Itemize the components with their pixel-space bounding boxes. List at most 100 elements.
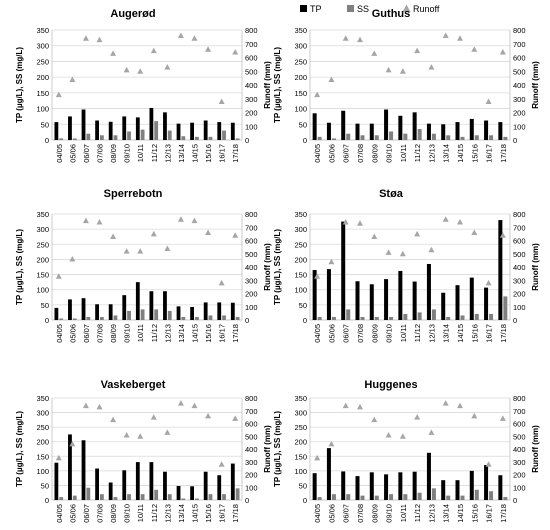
bar-tp	[484, 465, 489, 500]
bar-tp	[384, 474, 389, 500]
bar-tp	[176, 486, 181, 500]
y2-tick-label: 700	[513, 407, 526, 416]
x-tick-label: 08/09	[370, 144, 379, 163]
y-tick-label: 200	[294, 255, 307, 264]
bar-tp	[163, 291, 167, 320]
y-tick-label: 0	[303, 316, 307, 325]
bar-tp	[95, 468, 99, 500]
runoff-point	[442, 32, 449, 38]
y2-tick-label: 600	[245, 237, 258, 246]
bar-tp	[108, 482, 113, 500]
bar-tp	[398, 472, 403, 500]
bar-tp	[190, 486, 194, 500]
runoff-point	[328, 76, 335, 82]
y2-axis-title: Runoff (mm)	[531, 425, 540, 473]
bar-tp	[163, 112, 167, 140]
legend-swatch-ss	[347, 5, 354, 12]
bar-ss	[72, 318, 77, 320]
x-tick-label: 16/17	[218, 144, 227, 163]
x-tick-label: 15/16	[204, 504, 213, 523]
bar-ss	[403, 133, 408, 140]
runoff-point	[499, 232, 506, 238]
y-tick-label: 200	[36, 255, 49, 264]
runoff-point	[205, 229, 212, 236]
bar-ss	[360, 316, 365, 320]
x-tick-label: 08/09	[370, 324, 379, 343]
x-tick-label: 16/17	[485, 504, 494, 523]
bar-tp	[54, 307, 59, 320]
y-tick-label: 0	[45, 496, 49, 505]
runoff-point	[69, 76, 76, 82]
bar-ss	[474, 135, 479, 140]
y2-tick-label: 400	[513, 445, 526, 454]
runoff-point	[428, 64, 435, 70]
y-tick-label: 300	[294, 225, 307, 234]
bar-ss	[360, 135, 365, 140]
x-tick-label: 09/10	[123, 144, 132, 163]
x-tick-label: 14/15	[456, 144, 465, 163]
bar-tp	[484, 287, 489, 320]
bar-ss	[113, 497, 118, 500]
y-tick-label: 350	[36, 26, 49, 35]
x-tick-label: 12/13	[427, 324, 436, 343]
runoff-point	[485, 98, 492, 104]
bar-ss	[446, 135, 451, 140]
y2-tick-label: 800	[513, 210, 526, 219]
bar-ss	[72, 138, 77, 140]
y-tick-label: 350	[294, 394, 307, 403]
runoff-point	[82, 217, 89, 224]
runoff-point	[164, 429, 171, 435]
bar-tp	[54, 462, 59, 500]
runoff-point	[150, 414, 157, 420]
y2-tick-label: 300	[513, 276, 526, 285]
bar-ss	[208, 136, 213, 140]
runoff-point	[457, 218, 463, 225]
x-tick-label: 07/08	[356, 324, 365, 343]
x-tick-label: 06/07	[342, 144, 351, 163]
y-tick-label: 150	[36, 452, 49, 461]
chart-panel-3: Støa 0 50 100 150 200 250 300 350 0 100 200 300 400 50…	[273, 188, 540, 343]
y2-tick-label: 500	[245, 67, 258, 76]
y2-tick-label: 400	[513, 81, 526, 90]
y2-tick-label: 400	[245, 81, 258, 90]
bar-tp	[122, 470, 127, 500]
x-tick-label: 08/09	[109, 144, 118, 163]
chart-panel-0: Augerød 0 50 100 150 200 250 300 350 0 100 200 300 40…	[15, 8, 272, 163]
bar-ss	[474, 489, 479, 500]
y-tick-label: 50	[41, 120, 49, 129]
y-tick-label: 0	[303, 136, 307, 145]
bar-tp	[369, 123, 374, 140]
bar-tp	[203, 471, 208, 500]
runoff-point	[499, 49, 506, 55]
legend-label-runoff: Runoff	[413, 4, 440, 14]
bar-tp	[355, 281, 360, 320]
bar-ss	[446, 495, 451, 500]
x-tick-label: 10/11	[136, 144, 145, 162]
bar-ss	[417, 312, 422, 320]
y2-tick-label: 300	[245, 458, 258, 467]
bar-tp	[441, 124, 446, 140]
bar-ss	[140, 494, 145, 500]
y-tick-label: 250	[294, 57, 307, 66]
x-tick-label: 05/06	[327, 144, 336, 163]
bar-ss	[100, 135, 104, 140]
bar-tp	[426, 263, 431, 320]
runoff-point	[371, 50, 378, 56]
bar-tp	[341, 110, 346, 140]
y2-tick-label: 300	[513, 95, 526, 104]
y-tick-label: 350	[294, 26, 307, 35]
x-tick-label: 05/06	[327, 504, 336, 523]
y-tick-label: 200	[294, 73, 307, 82]
bar-ss	[489, 313, 494, 320]
runoff-point	[205, 46, 212, 52]
y2-tick-label: 200	[245, 290, 258, 299]
bar-tp	[441, 292, 446, 320]
x-tick-label: 15/16	[470, 144, 479, 163]
y-tick-label: 300	[36, 409, 49, 418]
bar-ss	[317, 136, 322, 140]
bar-tp	[341, 471, 346, 500]
bar-tp	[498, 475, 503, 500]
runoff-point	[110, 50, 117, 56]
bar-ss	[208, 494, 213, 500]
runoff-point	[428, 246, 435, 253]
